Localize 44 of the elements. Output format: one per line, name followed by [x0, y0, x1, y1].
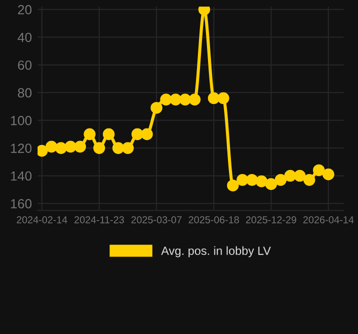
point: [141, 128, 153, 140]
point: [303, 174, 316, 186]
point: [246, 174, 258, 186]
point: [226, 180, 239, 192]
point: [284, 170, 296, 182]
point: [322, 168, 334, 180]
point: [170, 94, 182, 106]
point: [265, 178, 277, 190]
legend-label: Avg. pos. in lobby LV: [161, 246, 271, 258]
point: [131, 128, 144, 140]
point: [46, 140, 58, 153]
point: [64, 140, 76, 153]
point: [122, 142, 134, 154]
point: [55, 142, 67, 154]
x-tick-label: 2025-12-29: [246, 216, 296, 224]
point: [160, 94, 172, 106]
point: [274, 174, 287, 186]
point: [150, 102, 162, 114]
point: [179, 94, 192, 106]
x-tick-label: 2025-03-07: [131, 216, 182, 224]
point: [294, 170, 306, 182]
x-tick-label: 2025-06-18: [188, 216, 239, 224]
y-tick-label: 80: [18, 88, 32, 98]
x-tick-label: 2026-04-14: [303, 216, 354, 224]
point: [84, 128, 96, 140]
y-tick-label: 60: [18, 60, 32, 70]
x-tick-label: 2024-02-14: [16, 216, 68, 224]
y-tick-label: 20: [18, 5, 32, 14]
point: [312, 164, 325, 176]
y-tick-label: 120: [11, 144, 32, 153]
point: [217, 92, 230, 104]
point: [112, 142, 124, 154]
x-tick-label: 2024-11-23: [74, 216, 124, 224]
point: [93, 142, 106, 154]
y-tick-label: 100: [11, 116, 32, 126]
point: [188, 94, 201, 106]
y-tick-label: 40: [18, 32, 32, 42]
y-tick-label: 160: [11, 199, 32, 208]
point: [102, 128, 115, 140]
point: [256, 175, 268, 188]
point: [74, 140, 86, 153]
point: [208, 92, 220, 104]
point: [236, 174, 248, 186]
y-tick-label: 140: [11, 171, 32, 181]
